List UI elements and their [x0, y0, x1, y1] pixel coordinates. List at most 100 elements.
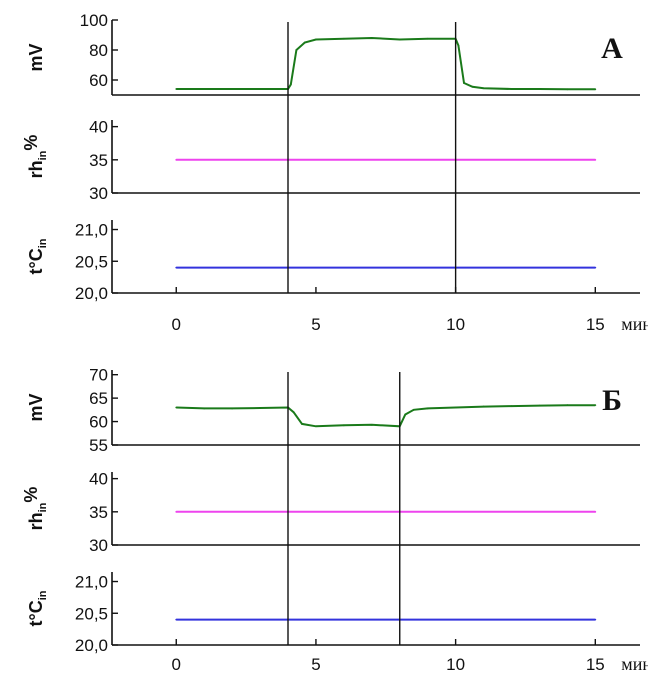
- y-tick-label: 40: [89, 118, 108, 137]
- data-point: [566, 88, 569, 91]
- data-point: [370, 423, 373, 426]
- panel-2: Б55606570mV303540rhin%20,020,521,0t°Cin0…: [21, 366, 648, 674]
- data-point: [482, 87, 485, 90]
- y-tick-label: 60: [89, 413, 108, 432]
- y-tick-label: 30: [89, 536, 108, 555]
- x-tick-label: 10: [446, 655, 465, 674]
- y-axis-label-main: t°C: [26, 600, 46, 626]
- y-axis-label: rhin%: [21, 135, 49, 179]
- y-tick-label: 21,0: [75, 573, 108, 592]
- data-point: [510, 405, 513, 407]
- y-axis-label: mV: [26, 43, 46, 71]
- data-point: [538, 404, 541, 407]
- series-line: [176, 404, 596, 428]
- data-point: [289, 83, 292, 86]
- y-axis-label-subscript: in: [37, 238, 49, 248]
- y-tick-label: 60: [89, 71, 108, 90]
- y-tick-label: 55: [89, 436, 108, 455]
- y-axis-label-subscript: in: [37, 590, 49, 600]
- data-point: [594, 404, 597, 407]
- data-point: [426, 37, 429, 40]
- data-point: [231, 407, 234, 410]
- y-tick-label: 35: [89, 151, 108, 170]
- y-tick-label: 80: [89, 41, 108, 60]
- panel-2-subplot-1: 55 60 65 70 mV: [26, 366, 640, 455]
- panel-1-letter: А: [601, 32, 623, 65]
- data-point: [370, 37, 373, 39]
- data-point: [175, 618, 178, 621]
- y-tick-label: 65: [89, 389, 108, 408]
- data-point: [301, 423, 303, 425]
- y-tick-label: 20,0: [75, 636, 108, 655]
- y-tick-label: 100: [80, 11, 108, 30]
- data-point: [259, 407, 261, 409]
- x-tick-label: 0: [172, 315, 181, 334]
- y-tick-label: 30: [89, 184, 108, 203]
- y-axis-label: rhin%: [21, 487, 49, 531]
- y-tick-label: 20,5: [75, 252, 108, 271]
- data-point: [594, 158, 597, 161]
- data-point: [426, 407, 429, 410]
- x-tick-label: 15: [586, 655, 605, 674]
- series-line: [176, 36, 596, 91]
- data-point: [203, 407, 206, 410]
- y-axis-label-subscript: in: [37, 502, 49, 512]
- x-unit-label: мин: [621, 654, 648, 674]
- data-point: [594, 510, 597, 513]
- data-point: [303, 41, 306, 44]
- data-point: [538, 88, 541, 90]
- y-tick-label: 70: [89, 366, 108, 385]
- panel-2-subplot-3: 20,0 20,5 21,0 t°Cin: [26, 572, 640, 655]
- data-point: [594, 266, 597, 269]
- data-point: [315, 38, 317, 41]
- data-point: [342, 424, 345, 427]
- x-tick-label: 5: [311, 315, 320, 334]
- panel-1-subplot-2: 30 35 40 rhin%: [21, 118, 640, 203]
- data-point: [175, 266, 178, 269]
- y-axis-label: mV: [26, 393, 46, 421]
- data-point: [315, 425, 317, 428]
- data-point: [175, 510, 178, 513]
- x-tick-label: 5: [311, 655, 320, 674]
- y-axis-label: t°Cin: [26, 590, 49, 626]
- y-axis-label: t°Cin: [26, 238, 49, 274]
- y-axis-label-main: mV: [26, 393, 46, 421]
- x-tick-label: 10: [446, 315, 465, 334]
- panel-1-subplot-3: 20,0 20,5 21,0 t°Cin: [26, 220, 640, 303]
- data-point: [594, 88, 597, 91]
- panel-2-letter: Б: [602, 384, 622, 417]
- y-axis-label-main: rh: [26, 160, 46, 178]
- data-point: [412, 408, 415, 411]
- y-axis-label-main: t°C: [26, 248, 46, 274]
- data-point: [175, 88, 178, 90]
- y-tick-label: 20,5: [75, 604, 108, 623]
- panel-1-subplot-1: 60 80 100 mV: [26, 11, 640, 96]
- data-point: [398, 38, 401, 41]
- data-point: [175, 406, 178, 409]
- data-point: [510, 88, 513, 90]
- y-tick-label: 20,0: [75, 284, 108, 303]
- y-axis-label-main: mV: [26, 43, 46, 71]
- data-point: [342, 37, 345, 40]
- y-axis-label-superscript: %: [21, 135, 41, 151]
- data-point: [457, 44, 460, 47]
- data-point: [594, 618, 597, 621]
- data-point: [471, 85, 474, 88]
- y-axis-label-subscript: in: [37, 150, 49, 160]
- x-tick-label: 0: [172, 655, 181, 674]
- data-point: [292, 411, 295, 414]
- data-point: [566, 404, 569, 407]
- x-unit-label: мин: [621, 314, 648, 334]
- y-tick-label: 21,0: [75, 221, 108, 240]
- panel-2-subplot-2: 30 35 40 rhin%: [21, 470, 640, 555]
- y-tick-label: 40: [89, 470, 108, 489]
- data-point: [175, 158, 178, 161]
- y-tick-label: 35: [89, 503, 108, 522]
- y-axis-label-superscript: %: [21, 487, 41, 503]
- data-point: [404, 413, 407, 416]
- data-point: [454, 406, 457, 409]
- x-tick-label: 15: [586, 315, 605, 334]
- data-point: [295, 49, 298, 51]
